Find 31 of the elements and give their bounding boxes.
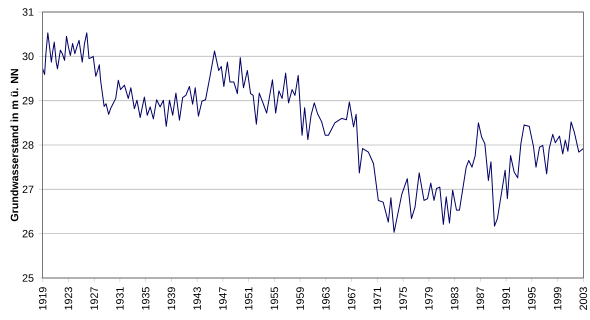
y-tick-label: 26 <box>22 230 34 238</box>
x-tick-label: 1995 <box>528 287 536 310</box>
x-tick-label: 1963 <box>322 287 330 310</box>
y-tick-label: 30 <box>22 52 34 60</box>
x-tick-label: 1983 <box>450 287 458 310</box>
x-tick-label: 1931 <box>116 287 124 310</box>
y-tick-label: 31 <box>22 8 34 16</box>
y-tick-label: 25 <box>22 274 34 282</box>
x-tick-label: 1975 <box>399 287 407 310</box>
x-tick-label: 1947 <box>219 287 227 310</box>
x-tick-label: 1943 <box>193 287 201 310</box>
x-tick-label: 1927 <box>90 287 98 310</box>
y-axis-title: Grundwasserstand in m ü. NN <box>10 69 18 222</box>
x-tick-label: 1987 <box>476 287 484 310</box>
x-tick-label: 1959 <box>296 287 304 310</box>
x-tick-label: 1967 <box>348 287 356 310</box>
x-tick-label: 1919 <box>38 287 46 310</box>
x-tick-label: 1991 <box>502 287 510 310</box>
y-tick-label: 27 <box>22 186 34 194</box>
x-tick-label: 1955 <box>270 287 278 310</box>
line-series <box>42 32 584 233</box>
y-tick-label: 28 <box>22 141 34 149</box>
x-tick-label: 1999 <box>554 287 562 310</box>
x-tick-label: 1951 <box>244 287 252 310</box>
x-tick-label: 1923 <box>64 287 72 310</box>
x-tick-label: 1935 <box>142 287 150 310</box>
x-tick-label: 2003 <box>580 287 588 310</box>
x-tick-label: 1971 <box>374 287 382 310</box>
x-tick-label: 1939 <box>168 287 176 310</box>
x-tick-label: 1979 <box>425 287 433 310</box>
y-tick-label: 29 <box>22 96 34 104</box>
